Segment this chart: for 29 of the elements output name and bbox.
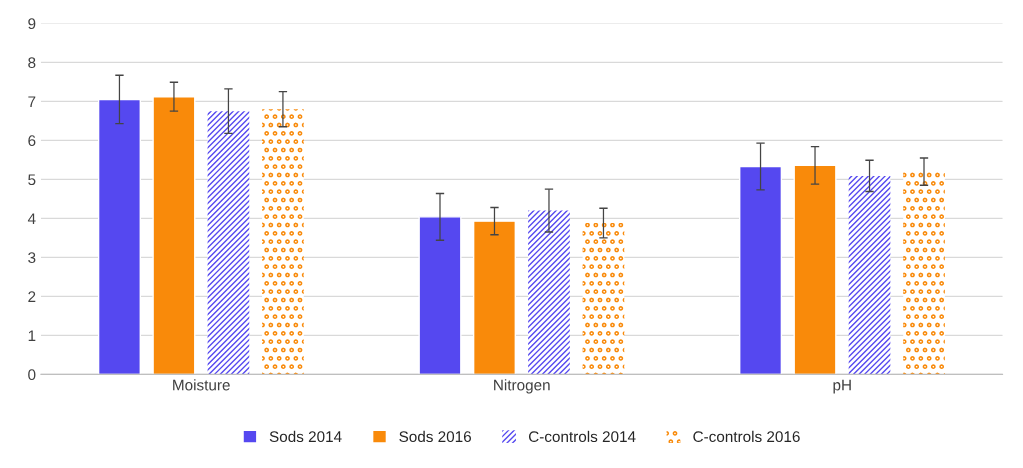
bar [262, 109, 304, 375]
y-tick-label: 6 [28, 135, 36, 147]
bar [207, 111, 250, 375]
bar [793, 164, 837, 375]
legend-label: Sods 2014 [269, 430, 342, 443]
y-tick-label: 9 [28, 18, 36, 30]
bar [739, 165, 783, 375]
y-tick-label: 3 [28, 252, 36, 264]
x-tick-label: Nitrogen [494, 379, 550, 394]
bar [152, 96, 196, 375]
bar [848, 175, 891, 375]
legend-label: C-controls 2016 [693, 430, 800, 443]
y-tick-label: 4 [27, 213, 36, 224]
x-tick-label: pH [833, 379, 851, 394]
legend-label: Sods 2016 [399, 430, 471, 443]
bar [528, 210, 570, 375]
y-tick-label: 0 [28, 369, 36, 381]
y-tick-label: 2 [28, 291, 36, 302]
x-tick-label: Moisture [173, 379, 230, 391]
y-tick-label: 5 [28, 174, 36, 186]
y-tick-label: 7 [28, 96, 36, 107]
bar [582, 223, 625, 375]
bar [472, 220, 517, 375]
bar [903, 171, 945, 375]
bar [97, 98, 141, 375]
y-tick-label: 8 [28, 57, 36, 69]
bar [418, 216, 462, 375]
legend-label: C-controls 2014 [528, 430, 636, 443]
y-tick-label: 1 [28, 330, 36, 341]
